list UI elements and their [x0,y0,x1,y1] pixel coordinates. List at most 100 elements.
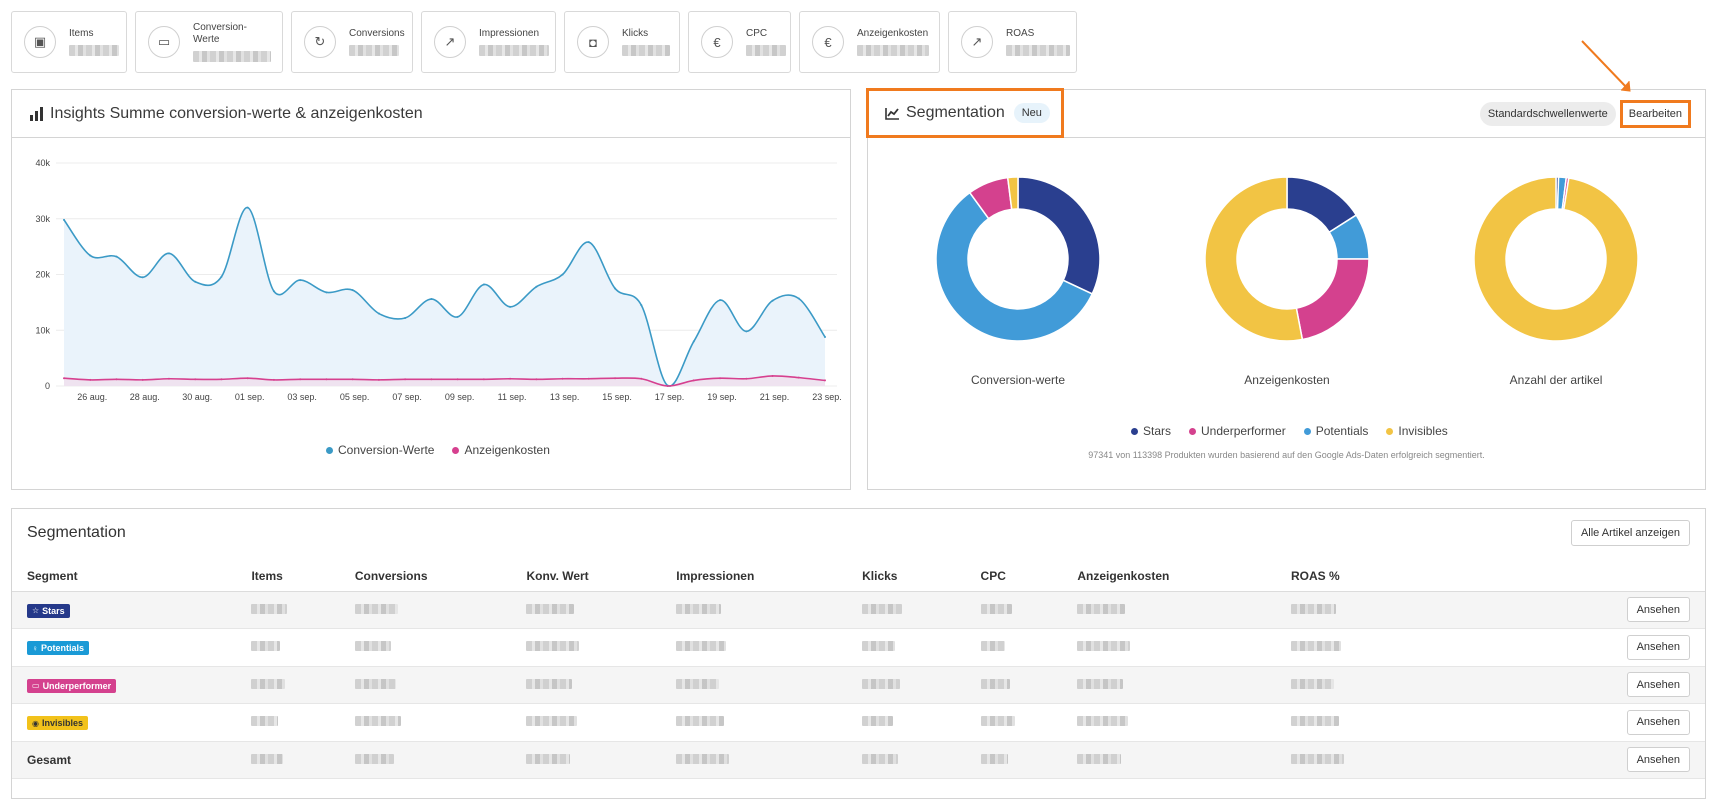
kpi-card-items[interactable]: ▣ Items [11,11,127,73]
segment-tag-underperformer[interactable]: ▭ Underperformer [27,678,117,693]
redacted-value-cell [236,741,340,779]
view-button[interactable]: Ansehen [1626,709,1690,735]
redacted-value-cell [847,628,966,667]
legend-item-cost[interactable]: Anzeigenkosten [452,443,550,457]
segmentation-table-title: Segmentation [27,524,126,541]
segment-tag-stars[interactable]: ☆ Stars [27,603,70,618]
x-tick-label: 17 sep. [655,392,685,402]
donut-slice-underperformer[interactable] [1295,258,1370,341]
segmentation-chart-header: Segmentation Neu Standardschwellenwerte … [866,88,1705,138]
redacted-value-cell [661,666,848,704]
table-row[interactable]: ☆ Stars Ansehen [12,591,1705,629]
column-header[interactable]: Impressionen [661,561,848,592]
conversion-point [640,304,643,307]
cost-point [666,385,669,387]
column-header[interactable]: Segment [12,561,237,592]
column-header[interactable]: Items [236,561,340,592]
conversion-point [63,218,65,221]
kpi-card-klicks[interactable]: ◘ Klicks [564,11,680,73]
legend-item-conversion[interactable]: Conversion-Werte [326,443,434,457]
x-tick-label: 15 sep. [602,392,632,402]
segmentation-chart-panel: Segmentation Neu Standardschwellenwerte … [866,88,1706,490]
kpi-value-redacted [622,45,670,56]
legend-item-underperformer[interactable]: Underperformer [1189,424,1286,438]
kpi-card-cpc[interactable]: € CPC [688,11,791,73]
redacted-value-cell [339,703,512,742]
cost-point [640,377,643,380]
conversion-point [272,290,275,293]
column-header[interactable]: Klicks [847,561,966,592]
column-header[interactable]: Conversions [339,561,512,592]
cost-point [456,378,459,381]
column-header[interactable]: CPC [965,561,1063,592]
redacted-value-cell [965,741,1063,779]
column-header[interactable]: Konv. Wert [511,561,662,592]
cost-point [272,378,275,381]
segment-cell: ☆ Stars [12,591,237,629]
cost-point [194,378,197,381]
conversion-point [771,299,774,302]
segment-tag-potentials[interactable]: ♀ Potentials [27,641,90,655]
x-tick-label: 19 sep. [707,392,737,402]
redacted-value-cell [236,628,340,667]
action-cell: Ansehen [1611,628,1705,667]
donut-slice-invisibles[interactable] [1006,176,1019,211]
show-all-items-button[interactable]: Alle Artikel anzeigen [1570,520,1690,546]
view-button[interactable]: Ansehen [1626,634,1690,660]
x-tick-label: 03 sep. [287,392,317,402]
kpi-label: ROAS [1006,28,1035,39]
cost-point [377,378,380,381]
edit-button[interactable]: Bearbeiten [1625,104,1685,123]
redacted-value-cell [1062,741,1276,779]
x-tick-label: 13 sep. [550,392,580,402]
view-button[interactable]: Ansehen [1626,672,1690,698]
table-header-row: Segment Items Conversions Konv. Wert Impress… [12,561,1705,592]
x-tick-label: 26 aug. [77,392,107,402]
refresh-icon: ↻ [304,26,336,58]
table-row[interactable]: ♀ Potentials Ansehen [12,628,1705,667]
redacted-value-cell [511,741,662,779]
donut-slice-invisibles[interactable] [1204,176,1304,342]
cost-point [167,377,170,380]
default-threshold-button[interactable]: Standardschwellenwerte [1479,101,1616,126]
kpi-card-impressionen[interactable]: ↗ Impressionen [421,11,556,73]
conversion-point [377,312,380,315]
segment-tag-invisibles[interactable]: ◉ Invisibles [27,716,89,730]
column-header[interactable]: Anzeigenkosten [1062,561,1276,592]
redacted-value-cell [965,591,1063,629]
redacted-value-cell [847,591,966,629]
legend-item-potentials[interactable]: Potentials [1303,424,1368,438]
donut-slice-potentials[interactable] [935,191,1094,342]
table-row[interactable]: ▭ Underperformer Ansehen [12,666,1705,704]
table-row[interactable]: ◉ Invisibles Ansehen [12,703,1705,742]
kpi-value-redacted [857,45,929,56]
legend-item-stars[interactable]: Stars [1131,424,1171,438]
cost-point [63,377,65,380]
conversion-point [430,298,433,301]
kpi-label: Impressionen [479,28,540,39]
segment-icon: ☆ [32,606,40,615]
kpi-card-conversion-werte[interactable]: ▭ Conversion-Werte [135,11,283,73]
table-row[interactable]: Gesamt Ansehen [12,741,1705,779]
kpi-row: ▣ Items ▭ Conversion-Werte ↻ Conversions… [11,11,1077,73]
y-tick-label: 40k [35,158,50,168]
cost-point [824,379,826,382]
kpi-card-roas[interactable]: ↗ ROAS [948,11,1077,73]
column-header[interactable]: ROAS % [1275,561,1612,592]
redacted-value-cell [847,741,966,779]
kpi-card-anzeigenkosten[interactable]: € Anzeigenkosten [799,11,940,73]
trend-icon: ↗ [434,26,466,58]
view-button[interactable]: Ansehen [1626,597,1690,623]
donut-slice-invisibles[interactable] [1473,176,1639,342]
donut-slice-stars[interactable] [1017,176,1101,295]
insights-line-chart: 0 10k 20k 30k 40k 26 aug. 28 aug. 30 aug. 01 sep… [35,158,842,402]
legend-item-invisibles[interactable]: Invisibles [1386,424,1448,438]
donut-label: Anzeigenkosten [1244,373,1329,387]
cost-point [797,376,800,379]
redacted-value-cell [661,741,848,779]
kpi-card-conversions[interactable]: ↻ Conversions [291,11,413,73]
view-button[interactable]: Ansehen [1626,747,1690,773]
box-icon: ▣ [24,26,56,58]
redacted-value-cell [1275,628,1612,667]
x-tick-label: 23 sep. [812,392,842,402]
